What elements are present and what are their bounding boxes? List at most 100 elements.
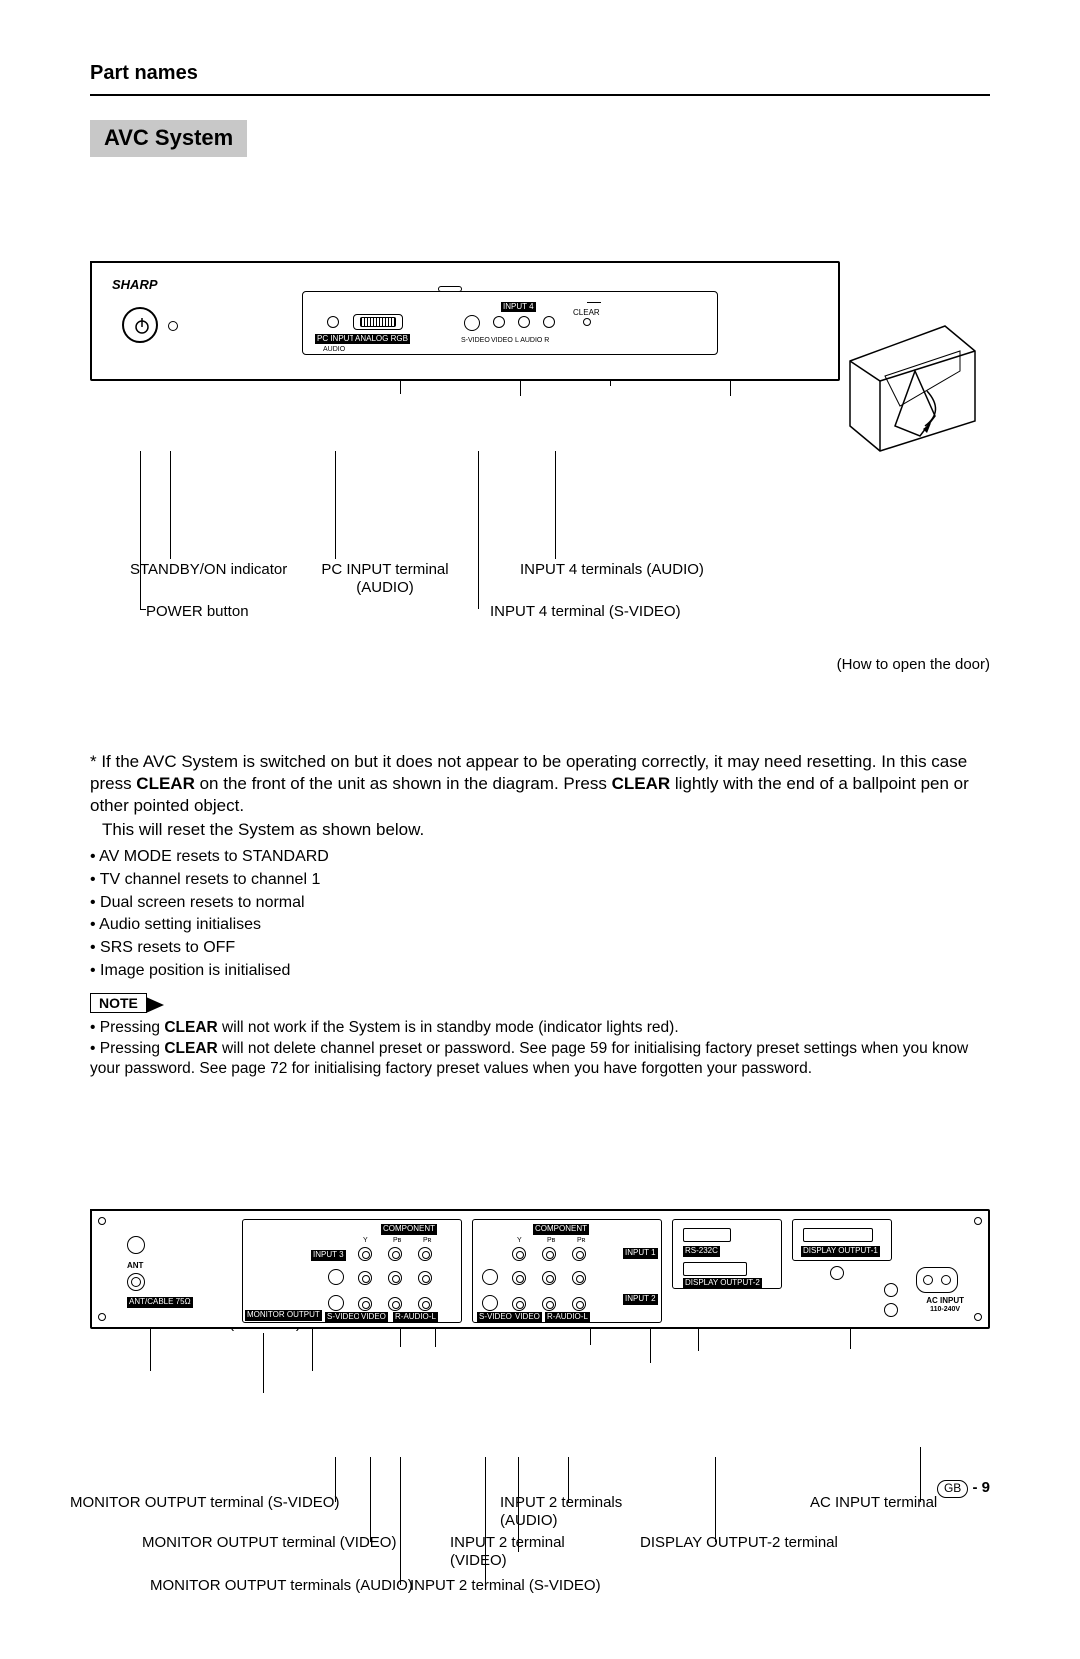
ant-threaded bbox=[127, 1273, 145, 1291]
screw bbox=[98, 1313, 106, 1321]
video-small-label: VIDEO bbox=[491, 336, 513, 345]
leader bbox=[335, 451, 336, 559]
rs232-port bbox=[683, 1228, 731, 1242]
display-out2-label: DISPLAY OUTPUT-2 bbox=[683, 1278, 762, 1288]
port bbox=[512, 1247, 526, 1261]
note1a: Pressing bbox=[100, 1019, 165, 1036]
input2-video-callout: INPUT 2 terminal (VIDEO) bbox=[450, 1534, 590, 1570]
in2-svideo-port bbox=[482, 1295, 498, 1311]
note-row: NOTE bbox=[90, 992, 990, 1014]
reset-bullets: AV MODE resets to STANDARD TV channel re… bbox=[90, 847, 990, 982]
ac-input-callout: AC INPUT terminal bbox=[810, 1494, 937, 1512]
leader bbox=[140, 609, 146, 610]
ac-input-label-group: AC INPUT 110-240V bbox=[926, 1297, 964, 1313]
leader bbox=[555, 451, 556, 559]
clear-leader-small bbox=[587, 302, 601, 303]
mo-svideo bbox=[328, 1295, 344, 1311]
input12-panel: COMPONENT INPUT 1 INPUT 2 Y Pʙ Pʀ bbox=[472, 1219, 662, 1323]
port bbox=[418, 1271, 432, 1285]
device-body: SHARP PC INPUT ANALOG RGB AUDIO INPUT 4 … bbox=[90, 261, 840, 381]
front-device: SHARP PC INPUT ANALOG RGB AUDIO INPUT 4 … bbox=[90, 261, 990, 401]
bullet-0: AV MODE resets to STANDARD bbox=[90, 847, 990, 868]
pc-audio-port bbox=[327, 316, 339, 328]
reset-line: This will reset the System as shown belo… bbox=[102, 819, 990, 841]
pc-input-audio-l2: (AUDIO) bbox=[356, 579, 414, 596]
port bbox=[388, 1297, 402, 1311]
i2v1: INPUT 2 terminal bbox=[450, 1534, 565, 1551]
component-label-1: COMPONENT bbox=[533, 1224, 589, 1234]
note-bullets: Pressing CLEAR will not work if the Syst… bbox=[90, 1018, 990, 1079]
monitor-out-a-callout: MONITOR OUTPUT terminals (AUDIO) bbox=[150, 1577, 413, 1595]
i2a2: (AUDIO) bbox=[500, 1512, 558, 1529]
clear-bold-2: CLEAR bbox=[612, 774, 671, 793]
leader bbox=[568, 1457, 569, 1502]
port bbox=[542, 1297, 556, 1311]
leader bbox=[335, 1457, 336, 1502]
pc-input-audio-callout: PC INPUT terminal (AUDIO) bbox=[310, 561, 460, 597]
standby-indicator bbox=[168, 321, 178, 331]
input3-label: INPUT 3 bbox=[311, 1250, 346, 1260]
leader bbox=[140, 451, 141, 609]
bullet-5: Image position is initialised bbox=[90, 961, 990, 982]
leader bbox=[518, 1457, 519, 1552]
svideo-port bbox=[464, 315, 480, 331]
svideo-port-3 bbox=[328, 1269, 344, 1285]
power-button-callout: POWER button bbox=[146, 603, 249, 621]
input2-label: INPUT 2 bbox=[623, 1294, 658, 1304]
note-bullet-1: Pressing CLEAR will not work if the Syst… bbox=[90, 1018, 990, 1038]
port bbox=[542, 1271, 556, 1285]
monitor-out-v-callout: MONITOR OUTPUT terminal (VIDEO) bbox=[142, 1534, 396, 1552]
header-rule bbox=[90, 94, 990, 96]
clear-bold-1: CLEAR bbox=[136, 774, 195, 793]
avc-system-banner: AVC System bbox=[90, 120, 247, 157]
i2v2: (VIDEO) bbox=[450, 1552, 507, 1569]
door-open-caption: (How to open the door) bbox=[837, 656, 990, 674]
do2-jack2 bbox=[884, 1303, 898, 1317]
reset-paragraph: * If the AVC System is switched on but i… bbox=[90, 751, 990, 841]
port bbox=[358, 1297, 372, 1311]
note-badge: NOTE bbox=[90, 993, 147, 1013]
pc-input-audio-l1: PC INPUT terminal bbox=[321, 561, 448, 578]
leader bbox=[485, 1457, 486, 1585]
port bbox=[572, 1247, 586, 1261]
leader bbox=[370, 1457, 371, 1542]
port bbox=[572, 1271, 586, 1285]
leader bbox=[920, 1447, 921, 1502]
note2a: Pressing bbox=[100, 1040, 165, 1057]
asterisk-para-mid: on the front of the unit as shown in the… bbox=[195, 774, 612, 793]
rs232-panel: RS-232C DISPLAY OUTPUT-2 bbox=[672, 1219, 782, 1289]
note2c: will not delete channel preset or passwo… bbox=[90, 1040, 968, 1077]
svideo-small-label: S-VIDEO bbox=[461, 336, 490, 345]
standby-callout: STANDBY/ON indicator bbox=[130, 561, 287, 579]
ac-l1: AC INPUT bbox=[926, 1296, 964, 1305]
port bbox=[418, 1247, 432, 1261]
input1-label: INPUT 1 bbox=[623, 1248, 658, 1258]
display-out2-port bbox=[683, 1262, 747, 1276]
antcable-label: ANT/CABLE 75Ω bbox=[127, 1297, 193, 1307]
audio-label-small: AUDIO bbox=[323, 345, 345, 354]
pb-label-1: Pʙ bbox=[547, 1236, 555, 1245]
input2-svideo-callout: INPUT 2 terminal (S-VIDEO) bbox=[410, 1577, 601, 1595]
video-label-12: VIDEO bbox=[513, 1312, 542, 1322]
input2-audio-callout: INPUT 2 terminals (AUDIO) bbox=[500, 1494, 640, 1530]
page-number: - 9 bbox=[972, 1479, 990, 1496]
input3-panel: COMPONENT INPUT 3 MONITOR OUTPUT Y Pʙ Pʀ bbox=[242, 1219, 462, 1323]
rear-device: ANT ANT/CABLE 75Ω COMPONENT INPUT 3 MONI… bbox=[90, 1209, 990, 1339]
power-circle bbox=[122, 307, 158, 343]
screw bbox=[98, 1217, 106, 1225]
display-out1-label: DISPLAY OUTPUT-1 bbox=[801, 1246, 880, 1256]
front-view-area: Front view INPUT 4 terminal (VIDEO) PC I… bbox=[90, 261, 990, 731]
door-panel: PC INPUT ANALOG RGB AUDIO INPUT 4 S-VIDE… bbox=[302, 291, 718, 355]
monitor-output-label: MONITOR OUTPUT bbox=[245, 1310, 322, 1320]
port bbox=[358, 1247, 372, 1261]
region-badge: GB bbox=[937, 1480, 968, 1498]
bullet-3: Audio setting initialises bbox=[90, 915, 990, 936]
leader bbox=[263, 1333, 264, 1393]
video-label-3: VIDEO bbox=[359, 1312, 388, 1322]
vga-port bbox=[353, 314, 403, 330]
display-out1-port bbox=[803, 1228, 873, 1242]
clear-small-label: CLEAR bbox=[573, 308, 600, 318]
laudior-small-label: L AUDIO R bbox=[515, 336, 549, 345]
port bbox=[572, 1297, 586, 1311]
raudiol-label-3: R-AUDIO-L bbox=[393, 1312, 438, 1322]
